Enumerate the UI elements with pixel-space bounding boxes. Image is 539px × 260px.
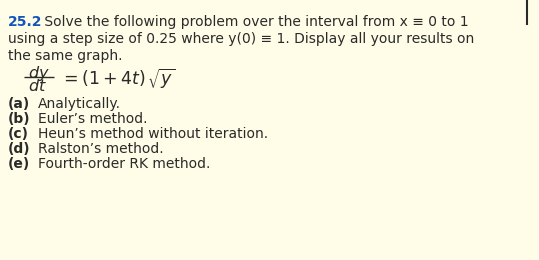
Text: $= (1 + 4t)\,\sqrt{y}$: $= (1 + 4t)\,\sqrt{y}$ bbox=[60, 67, 175, 91]
Text: (c): (c) bbox=[8, 127, 29, 141]
Text: Fourth-order RK method.: Fourth-order RK method. bbox=[38, 157, 210, 171]
Text: Ralston’s method.: Ralston’s method. bbox=[38, 142, 164, 156]
Text: Solve the following problem over the interval from x ≡ 0 to 1: Solve the following problem over the int… bbox=[40, 15, 468, 29]
Text: (d): (d) bbox=[8, 142, 31, 156]
Text: $dt$: $dt$ bbox=[28, 78, 47, 95]
Text: (a): (a) bbox=[8, 97, 30, 111]
Text: Analytically.: Analytically. bbox=[38, 97, 121, 111]
Text: 25.2: 25.2 bbox=[8, 15, 43, 29]
Text: the same graph.: the same graph. bbox=[8, 49, 122, 63]
Text: Euler’s method.: Euler’s method. bbox=[38, 112, 148, 126]
Text: Heun’s method without iteration.: Heun’s method without iteration. bbox=[38, 127, 268, 141]
Text: $dy$: $dy$ bbox=[28, 64, 50, 83]
Text: (b): (b) bbox=[8, 112, 31, 126]
Text: using a step size of 0.25 where y(0) ≡ 1. Display all your results on: using a step size of 0.25 where y(0) ≡ 1… bbox=[8, 32, 474, 46]
Text: (e): (e) bbox=[8, 157, 30, 171]
